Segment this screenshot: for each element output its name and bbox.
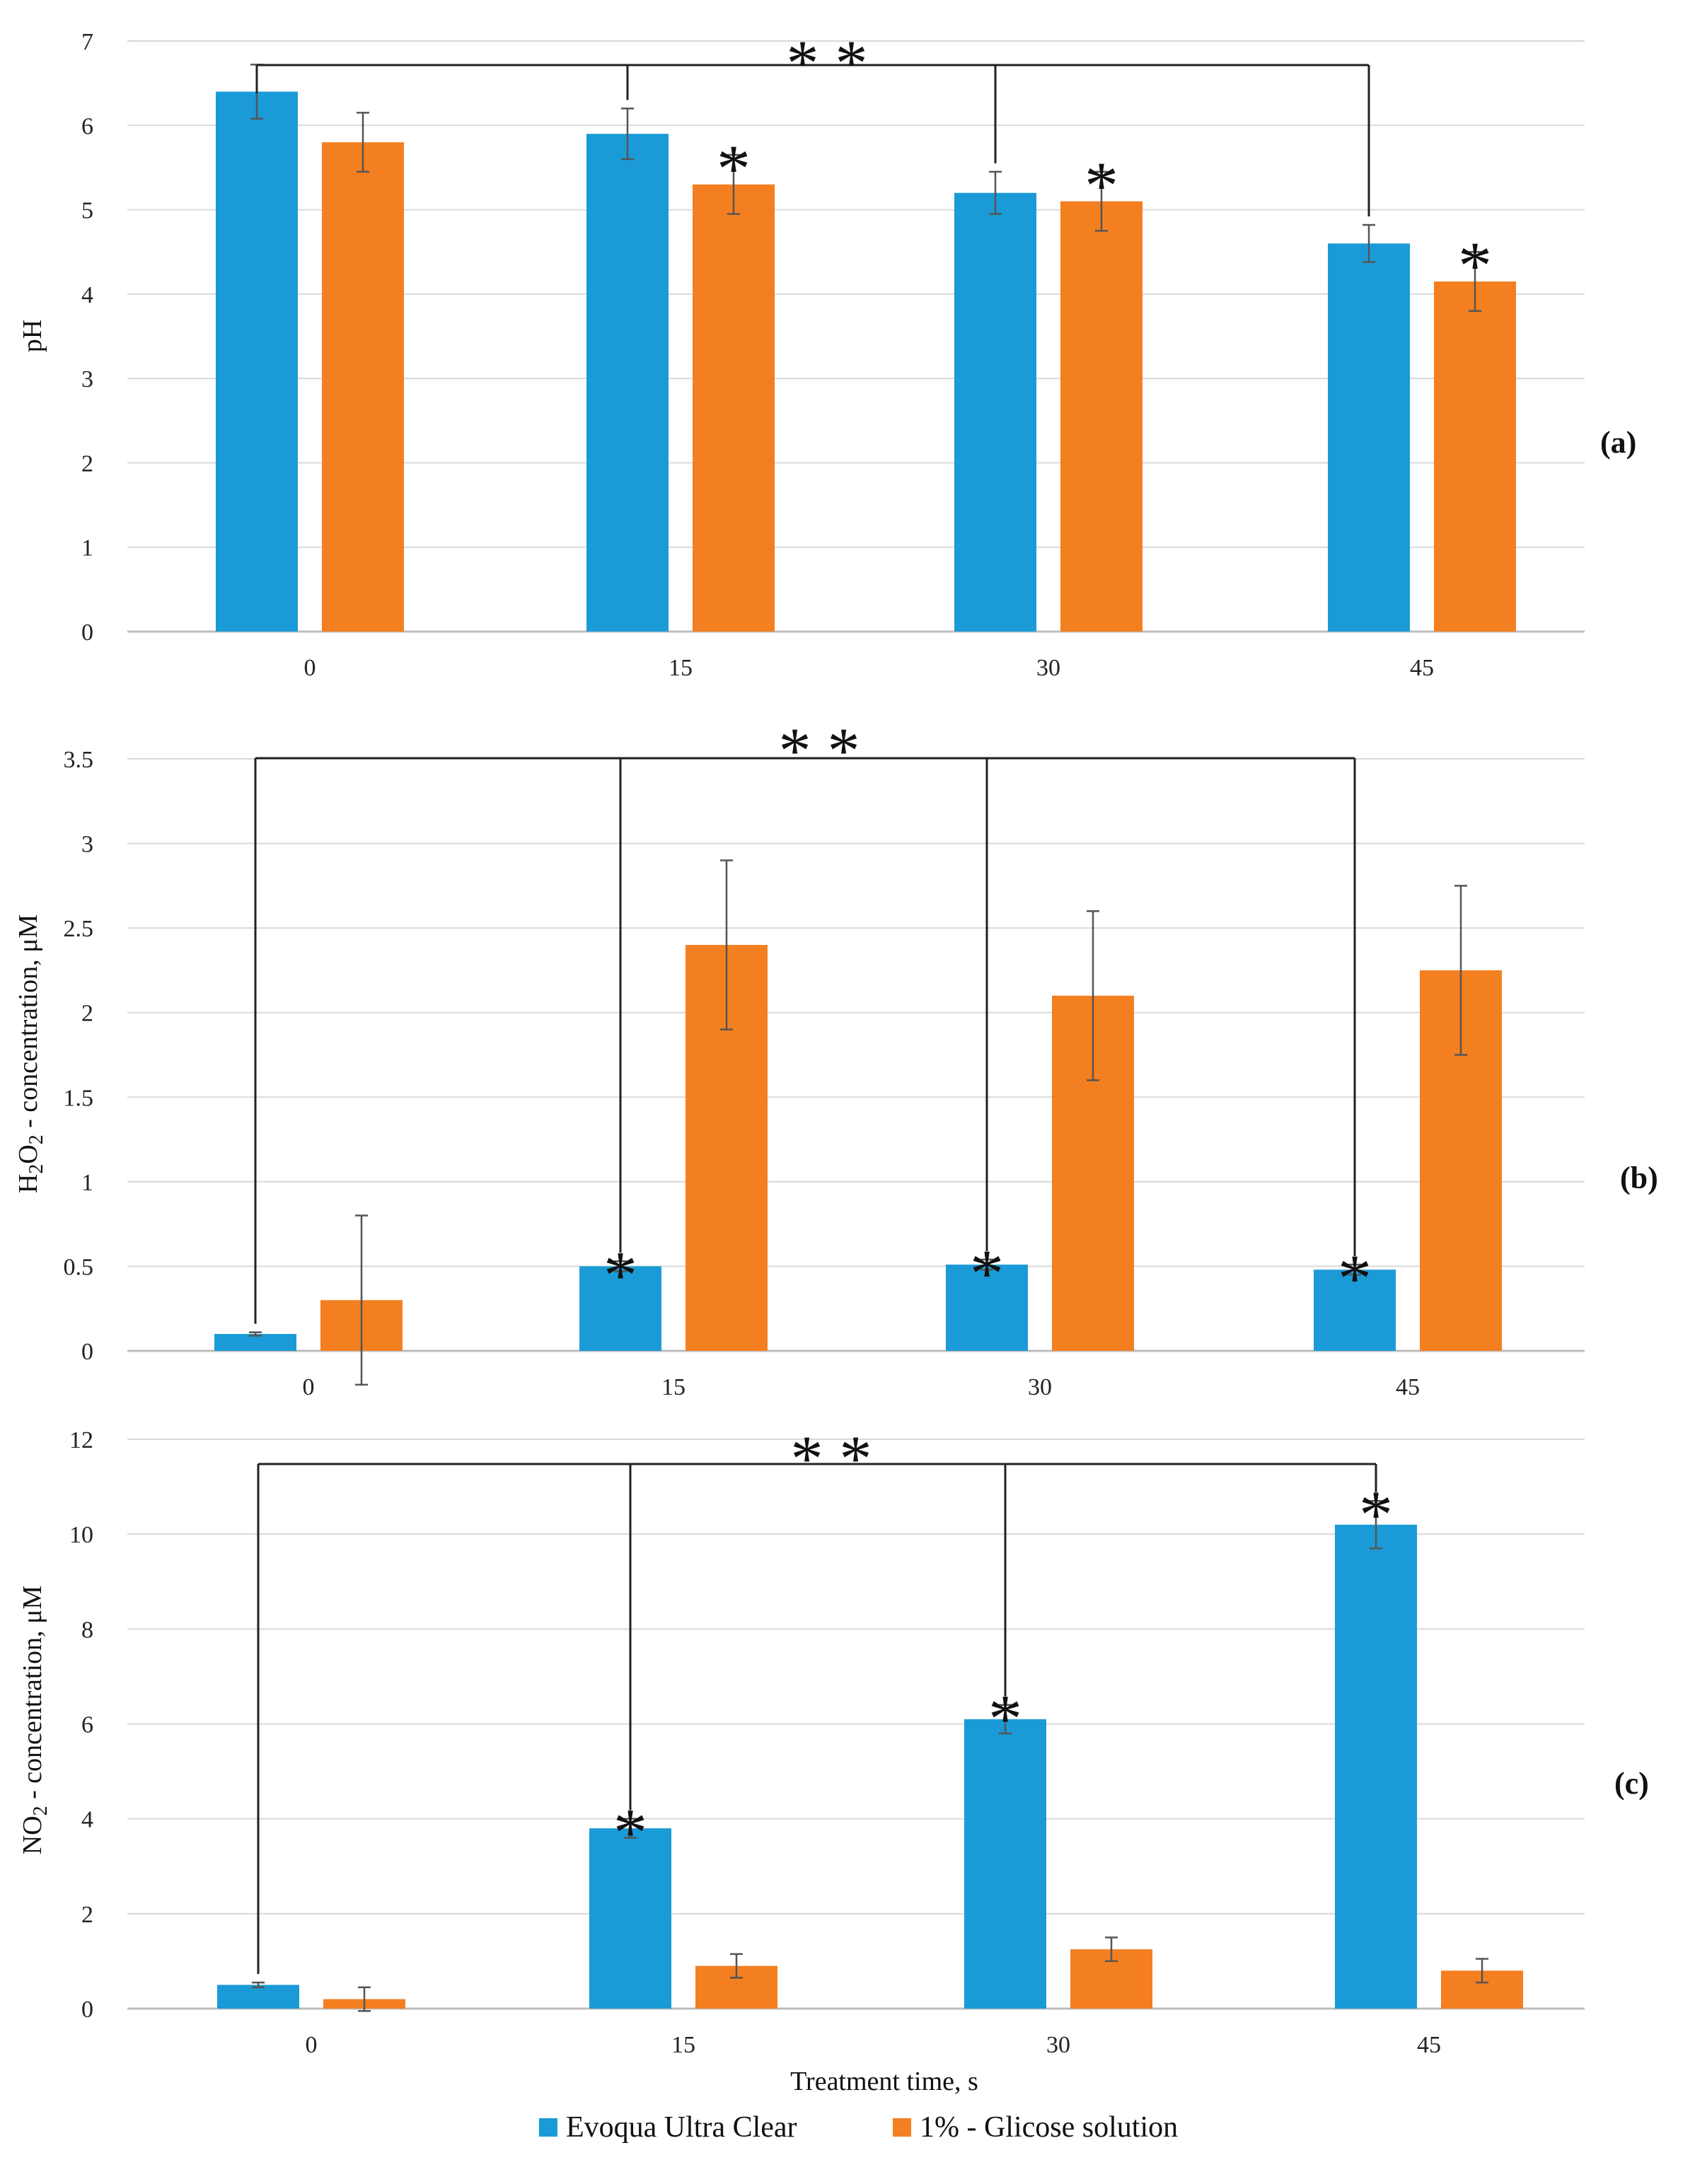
a-x-tick-label: 30 [1036, 655, 1060, 681]
c-y-tick-label: 4 [81, 1807, 93, 1833]
a-bar-glucose [1434, 281, 1516, 632]
a-y-tick-label: 1 [81, 535, 93, 562]
a-x-tick-label: 0 [304, 655, 316, 681]
b-x-tick-label: 15 [661, 1374, 685, 1400]
c-x-tick-label: 30 [1046, 2032, 1070, 2058]
a-bar-evoqua [586, 134, 669, 632]
b-x-tick-label: 0 [303, 1374, 315, 1400]
a-bar-glucose [322, 142, 404, 632]
b-y-tick-label: 0.5 [64, 1254, 94, 1280]
b-x-tick-label: 45 [1396, 1374, 1420, 1400]
a-bar-evoqua [1328, 243, 1410, 632]
c-x-tick-label: 45 [1417, 2032, 1441, 2058]
b-y-tick-label: 2.5 [64, 916, 94, 942]
b-x-tick-label: 30 [1028, 1374, 1052, 1400]
c-y-tick-label: 2 [81, 1902, 93, 1928]
a-x-tick-label: 45 [1410, 655, 1434, 681]
a-bar-glucose [693, 184, 775, 632]
a-bar-evoqua [954, 192, 1036, 632]
c-x-tick-label: 0 [306, 2032, 318, 2058]
b-y-tick-label: 1 [81, 1170, 93, 1196]
a-y-tick-label: 4 [81, 282, 93, 308]
legend-label-evoqua: Evoqua Ultra Clear [566, 2111, 797, 2144]
c-y-tick-label: 10 [69, 1522, 93, 1548]
b-y-tick-label: 3 [81, 832, 93, 858]
legend-swatch-glucose [893, 2118, 911, 2137]
a-significance-star: * [1458, 228, 1492, 303]
b-bar-evoqua [214, 1334, 296, 1351]
a-bar-glucose [1060, 201, 1142, 632]
b-panel-label: (b) [1620, 1161, 1658, 1195]
c-panel-label: (c) [1614, 1766, 1649, 1801]
a-y-tick-label: 7 [81, 29, 93, 55]
a-x-tick-label: 15 [669, 655, 693, 681]
c-y-tick-label: 0 [81, 1997, 93, 2023]
a-significance-star: * [1084, 148, 1118, 223]
a-y-tick-label: 6 [81, 113, 93, 139]
c-y-axis-title: NO2 - concentration, μM [18, 1586, 52, 1855]
panel-c: 0 2 4 6 8 10 12 0 15 30 45 NO2 - concentration, μM (… [18, 1422, 1649, 2058]
c-bar-evoqua [1335, 1524, 1417, 2009]
c-y-tick-label: 8 [81, 1617, 93, 1643]
a-y-tick-label: 3 [81, 366, 93, 393]
a-y-axis-title: pH [18, 320, 47, 352]
b-y-tick-label: 3.5 [64, 747, 94, 773]
a-bar-evoqua [216, 91, 298, 632]
legend-swatch-evoqua [539, 2118, 557, 2137]
b-y-tick-label: 0 [81, 1339, 93, 1365]
x-axis-title: Treatment time, s [790, 2067, 978, 2096]
legend-label-glucose: 1% - Glicose solution [920, 2111, 1178, 2144]
b-bar-evoqua [1314, 1270, 1396, 1351]
a-y-tick-label: 2 [81, 451, 93, 477]
legend: Evoqua Ultra Clear 1% - Glicose solution [539, 2111, 1178, 2144]
c-x-tick-label: 15 [671, 2032, 695, 2058]
a-y-tick-label: 5 [81, 198, 93, 224]
c-bar-evoqua [217, 1985, 299, 2009]
b-y-tick-label: 1.5 [64, 1085, 94, 1111]
c-y-tick-label: 12 [69, 1427, 93, 1453]
c-bracket-stars: * * [791, 1422, 872, 1494]
c-bar-evoqua [589, 1828, 671, 2009]
a-y-tick-label: 0 [81, 620, 93, 646]
c-y-tick-label: 6 [81, 1712, 93, 1738]
b-bracket-stars: * * [779, 714, 860, 786]
b-y-axis-title: H2O2 - concentration, μM [13, 914, 47, 1194]
panel-b: 0 0.5 1 1.5 2 2.5 3 3.5 0 15 30 45 H2O2 - concentrat… [13, 714, 1658, 1400]
c-bar-evoqua [964, 1719, 1046, 2009]
b-bar-evoqua [946, 1265, 1028, 1351]
a-bracket-stars: * * [787, 27, 868, 99]
a-panel-label: (a) [1600, 425, 1636, 460]
b-bar-evoqua [579, 1266, 661, 1351]
a-significance-star: * [717, 131, 751, 207]
b-y-tick-label: 2 [81, 1001, 93, 1027]
